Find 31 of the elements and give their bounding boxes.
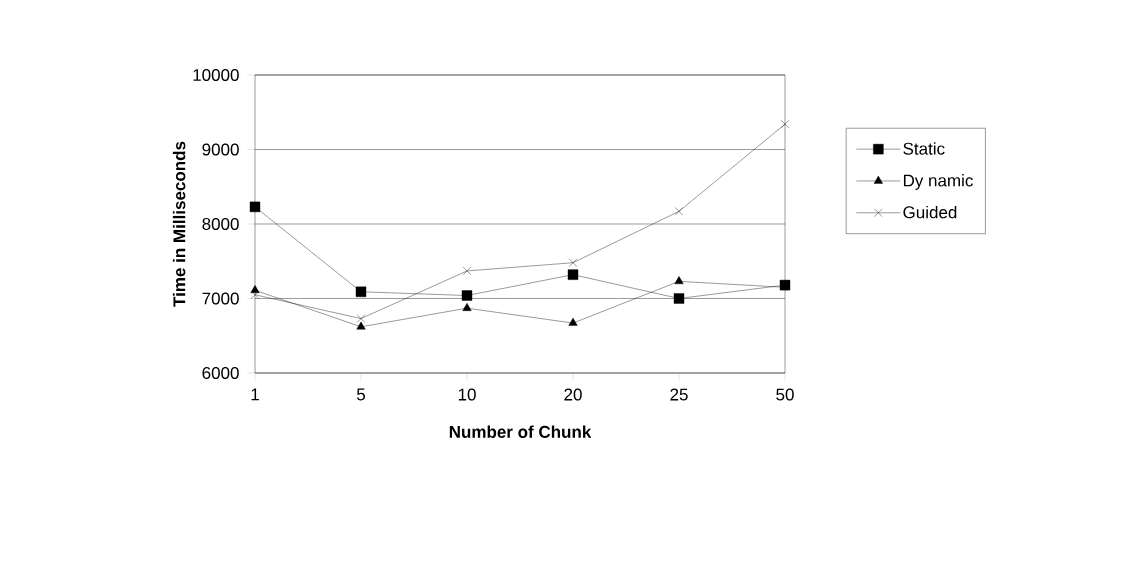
point — [462, 266, 472, 276]
point — [674, 276, 684, 285]
y-tick-label: 10000 — [193, 68, 239, 82]
point — [568, 317, 578, 326]
y-tick-label: 9000 — [202, 143, 239, 156]
x-tick-label: 50 — [776, 388, 794, 401]
point — [673, 293, 685, 304]
legend-label: Dy namic — [903, 174, 973, 190]
x-tick-label: 20 — [564, 388, 582, 401]
x-tick-label: 1 — [251, 388, 259, 401]
point — [356, 314, 366, 323]
point — [568, 258, 578, 267]
legend-label: Static — [903, 142, 945, 155]
point — [780, 120, 790, 129]
y-tick-label: 6000 — [202, 366, 239, 380]
point — [356, 321, 366, 330]
point — [567, 269, 579, 280]
point — [674, 207, 684, 216]
x-tick-label: 25 — [670, 388, 688, 401]
y-tick-label: 7000 — [202, 292, 239, 305]
x-tick-label: 5 — [356, 388, 366, 401]
legend-label: Guided — [903, 205, 957, 219]
x-axis-title: Number of Chunk — [449, 425, 592, 438]
x-tick-label: 10 — [458, 388, 476, 401]
point — [355, 286, 367, 297]
point — [250, 290, 260, 299]
point — [461, 290, 473, 301]
y-axis-title: Time in Milliseconds — [172, 141, 186, 307]
point — [249, 201, 261, 213]
y-tick-label: 8000 — [202, 217, 239, 231]
point — [462, 302, 472, 311]
